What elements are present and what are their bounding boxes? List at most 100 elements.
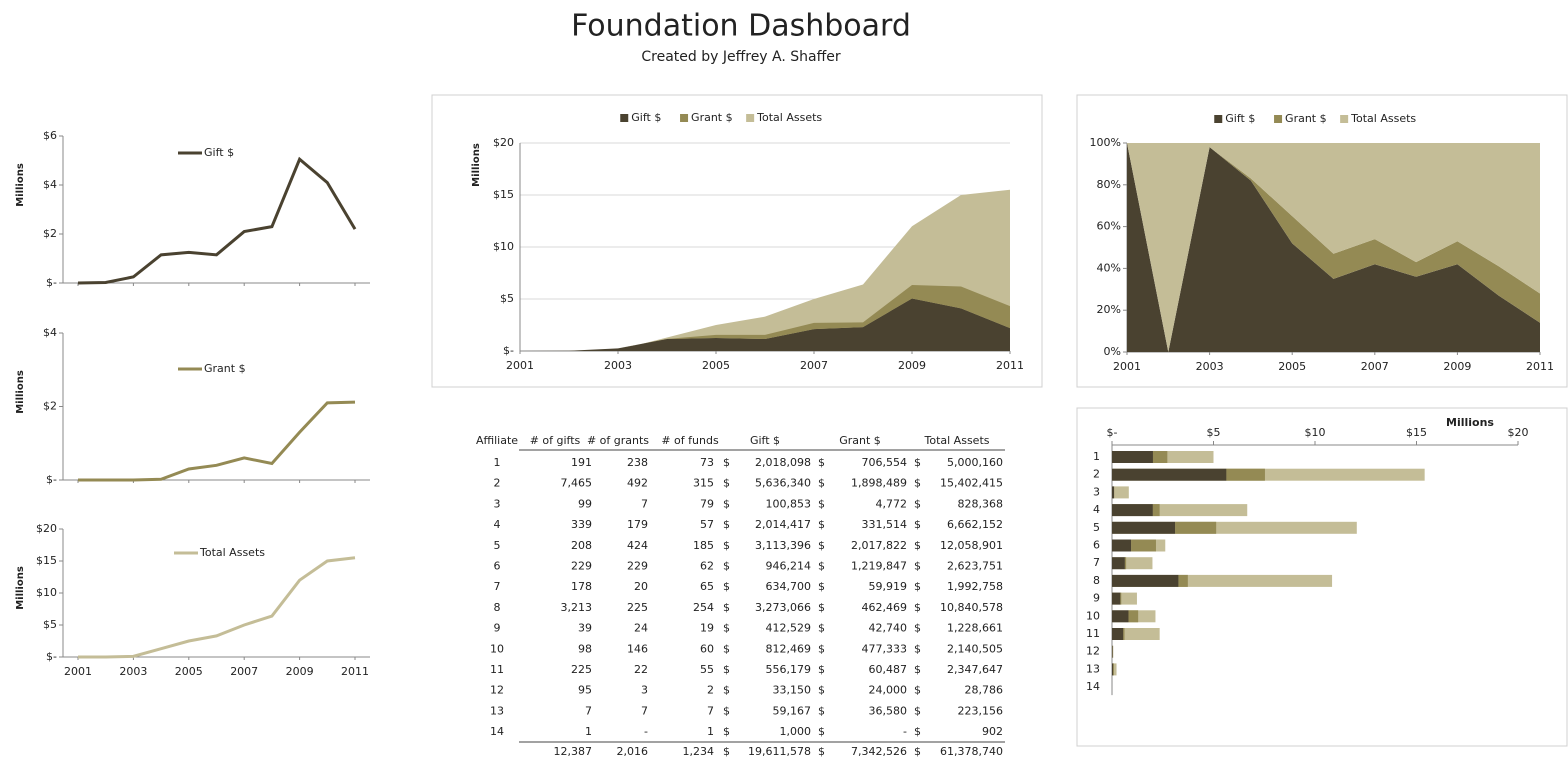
bar <box>1112 628 1124 640</box>
table-total: 2,016 <box>617 745 649 758</box>
area <box>520 284 1010 351</box>
bar <box>1152 504 1160 517</box>
y-tick-label: $- <box>503 344 514 357</box>
currency-symbol: $ <box>914 580 921 593</box>
table-cell: 20 <box>634 580 648 593</box>
y-tick-label: $10 <box>493 240 514 253</box>
table-cell: 2,017,822 <box>851 539 907 552</box>
bar <box>1112 610 1129 623</box>
table-cell: 412,529 <box>766 622 812 635</box>
currency-symbol: $ <box>914 456 921 469</box>
table-cell: 2 <box>494 477 501 490</box>
x-tick-label: $- <box>1107 426 1118 439</box>
bar <box>1120 592 1122 605</box>
y-tick-label: 6 <box>1093 539 1100 552</box>
table-cell: 556,179 <box>766 663 812 676</box>
table-cell: 315 <box>693 477 714 490</box>
table-header: Grant $ <box>839 434 881 447</box>
currency-symbol: $ <box>914 642 921 655</box>
bar <box>1112 539 1132 552</box>
table-cell: 339 <box>571 518 592 531</box>
table-cell: 902 <box>982 725 1003 738</box>
panel <box>1076 94 1568 388</box>
x-tick-label: $10 <box>1305 426 1326 439</box>
y-axis-label: Millions <box>15 163 26 207</box>
y-tick-label: 100% <box>1090 136 1121 149</box>
x-tick-label: 2001 <box>1113 360 1141 373</box>
table-cell: 6,662,152 <box>947 518 1003 531</box>
legend-label: Gift $ <box>631 111 661 124</box>
y-axis-label: Millions <box>15 566 26 610</box>
currency-symbol: $ <box>818 456 825 469</box>
table-cell: 5 <box>494 539 501 552</box>
bar <box>1112 557 1125 570</box>
table-cell: 9 <box>494 622 501 635</box>
table-cell: 179 <box>627 518 648 531</box>
table-cell: 2 <box>707 684 714 697</box>
legend-swatch <box>680 114 689 122</box>
x-axis-label: Millions <box>1446 416 1494 429</box>
table-cell: 95 <box>578 684 592 697</box>
table-cell: 2,140,505 <box>947 642 1003 655</box>
table-cell: 19 <box>700 622 714 635</box>
currency-symbol: $ <box>818 704 825 717</box>
table-cell: 73 <box>700 456 714 469</box>
currency-symbol: $ <box>723 601 730 614</box>
line <box>77 156 357 285</box>
area <box>1127 143 1540 352</box>
panel <box>431 94 1043 388</box>
y-tick-label: 5 <box>1093 521 1100 534</box>
table-cell: 7 <box>641 497 648 510</box>
y-tick-label: $6 <box>43 129 57 142</box>
currency-symbol: $ <box>818 684 825 697</box>
table-cell: 6 <box>494 560 501 573</box>
y-axis-label: Millions <box>471 143 482 187</box>
y-tick-label: 10 <box>1086 609 1100 622</box>
currency-symbol: $ <box>818 601 825 614</box>
x-tick-label: 2011 <box>996 359 1024 372</box>
line <box>78 400 356 482</box>
table-cell: 65 <box>700 580 714 593</box>
table-total: 7,342,526 <box>851 745 907 758</box>
table-cell: 706,554 <box>862 456 908 469</box>
y-tick-label: 14 <box>1086 680 1100 693</box>
x-tick-label: $5 <box>1207 426 1221 439</box>
bar <box>1113 663 1114 676</box>
currency-symbol: $ <box>914 704 921 717</box>
bar <box>1112 504 1248 517</box>
currency-symbol: $ <box>723 456 730 469</box>
table-cell: 60,487 <box>869 663 908 676</box>
currency-symbol: $ <box>914 684 921 697</box>
bar <box>1112 663 1117 676</box>
table-cell: 7 <box>494 580 501 593</box>
table-cell: 1 <box>707 725 714 738</box>
table-total: 19,611,578 <box>748 745 811 758</box>
currency-symbol: $ <box>914 725 921 738</box>
table-cell: 62 <box>700 560 714 573</box>
currency-symbol: $ <box>914 601 921 614</box>
bar <box>1112 592 1121 605</box>
legend-label: Gift $ <box>204 146 234 159</box>
bar <box>1124 557 1127 570</box>
table-cell: 1 <box>494 456 501 469</box>
table-cell: 1,992,758 <box>947 580 1003 593</box>
table-cell: 208 <box>571 539 592 552</box>
y-tick-label: $10 <box>36 586 57 599</box>
table-cell: 59,167 <box>773 704 812 717</box>
x-tick-label: 2007 <box>230 665 258 678</box>
table-cell: 10 <box>490 642 504 655</box>
table-cell: 3,213 <box>561 601 593 614</box>
currency-symbol: $ <box>914 560 921 573</box>
currency-symbol: $ <box>914 477 921 490</box>
table-cell: 146 <box>627 642 648 655</box>
bar <box>1175 521 1217 534</box>
area <box>1127 143 1540 352</box>
x-tick-label: 2011 <box>341 665 369 678</box>
y-tick-label: 7 <box>1093 556 1100 569</box>
table-total: 12,387 <box>554 745 593 758</box>
currency-symbol: $ <box>723 704 730 717</box>
legend-label: Grant $ <box>204 362 246 375</box>
table-cell: 223,156 <box>958 704 1004 717</box>
table-cell: 229 <box>627 560 648 573</box>
bar <box>1112 645 1113 658</box>
